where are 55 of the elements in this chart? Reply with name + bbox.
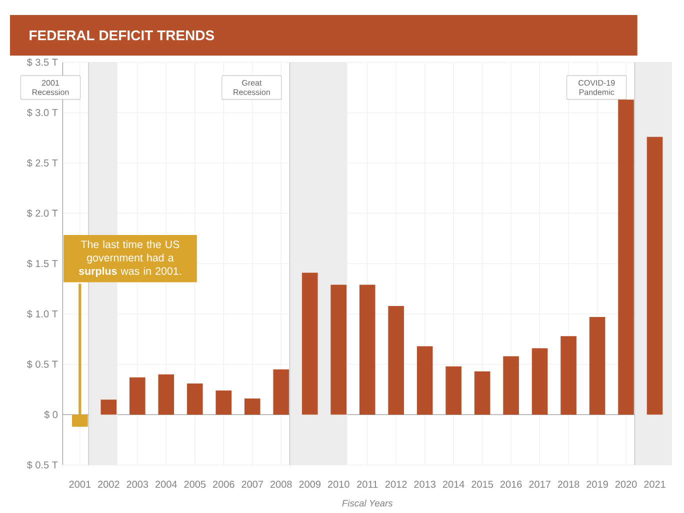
- x-tick-label: 2015: [472, 480, 494, 488]
- bar: [416, 346, 433, 415]
- chart-title: FEDERAL DEFICIT TRENDS: [30, 30, 214, 40]
- band-label: COVID-19 Pandemic: [578, 80, 615, 95]
- y-tick-label: $ 3.5 T: [26, 58, 58, 66]
- x-tick-label: 2014: [442, 480, 464, 488]
- x-tick-label: 2009: [299, 480, 320, 488]
- bar: [216, 390, 232, 415]
- y-tick-label: $ 0.5 T: [26, 360, 58, 368]
- y-tick-label: $ 1.5 T: [26, 260, 58, 268]
- bar: [503, 356, 519, 415]
- y-tick-label: $ 0: [44, 410, 58, 419]
- bar: [359, 284, 376, 415]
- y-tick-label: $ 0.5 T: [26, 460, 58, 470]
- y-tick-label: $ 2.5 T: [26, 158, 58, 168]
- bar: [244, 398, 260, 415]
- x-tick-label: 2016: [500, 480, 522, 488]
- y-tick-label: $ 1.0 T: [26, 310, 58, 318]
- bar: [560, 336, 576, 415]
- bar: [532, 348, 548, 415]
- x-tick-label: 2020: [615, 480, 637, 488]
- bar: [273, 369, 290, 415]
- bar: [646, 136, 663, 415]
- bar: [129, 377, 146, 415]
- x-tick-label: 2004: [156, 480, 177, 488]
- bar: [388, 306, 404, 415]
- y-tick-label: $ 2.0 T: [26, 209, 58, 218]
- band-label: 2001 Recession: [32, 80, 69, 95]
- bar: [186, 383, 203, 415]
- bar: [446, 366, 462, 415]
- annotation: The last time the US government had a surplus was in 2001.: [79, 240, 181, 277]
- x-tick-label: 2008: [270, 480, 292, 488]
- x-tick-label: 2017: [529, 480, 550, 488]
- x-tick-label: 2018: [558, 480, 580, 488]
- x-tick-label: 2010: [328, 480, 350, 488]
- x-tick-label: 2011: [357, 480, 378, 488]
- x-tick-label: 2012: [385, 480, 407, 488]
- x-tick-label: 2005: [184, 480, 206, 488]
- x-tick-label: 2001: [69, 480, 91, 488]
- x-tick-label: 2021: [644, 480, 666, 488]
- x-axis-title: Fiscal Years: [342, 500, 393, 506]
- bar: [302, 272, 318, 415]
- x-tick-label: 2006: [213, 480, 234, 488]
- x-tick-label: 2019: [586, 480, 608, 488]
- band-label: Great Recession: [234, 80, 270, 95]
- x-tick-label: 2002: [98, 480, 120, 488]
- bar: [330, 284, 346, 415]
- x-tick-label: 2003: [126, 480, 148, 488]
- x-tick-label: 2007: [242, 480, 263, 488]
- bar: [100, 400, 117, 415]
- bar: [158, 374, 174, 415]
- x-tick-label: 2013: [414, 480, 436, 488]
- bar: [589, 317, 606, 415]
- bar: [474, 371, 490, 415]
- y-tick-label: $ 3.0 T: [26, 108, 58, 117]
